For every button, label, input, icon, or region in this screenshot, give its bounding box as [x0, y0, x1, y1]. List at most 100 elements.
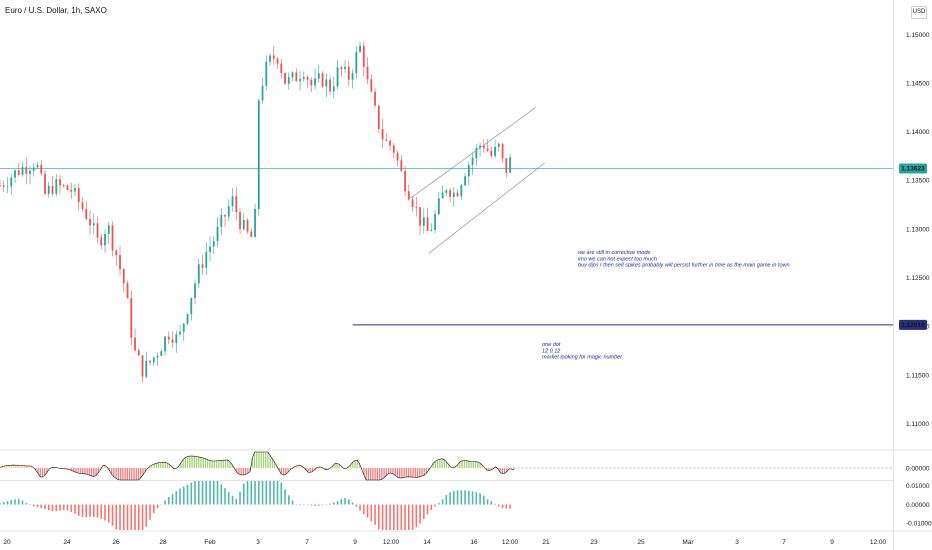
oscillator-bar — [137, 468, 140, 480]
candle-body — [321, 73, 324, 87]
histogram-bar — [186, 484, 189, 505]
oscillator-bar — [215, 460, 218, 468]
oscillator-bar — [363, 468, 365, 475]
oscillator-bar — [95, 468, 97, 476]
oscillator-bar — [399, 468, 401, 478]
histogram-bar — [209, 481, 211, 505]
histogram-bar — [0, 503, 1, 505]
time-tick-label: 23 — [590, 539, 598, 546]
oscillator-bar — [148, 466, 151, 468]
currency-button[interactable]: USD — [911, 6, 927, 19]
histogram-bar — [449, 492, 451, 505]
oscillator-bar — [151, 465, 153, 468]
oscillator-bar — [104, 465, 106, 468]
time-tick-label: 7 — [782, 539, 786, 546]
oscillator-bar — [79, 468, 82, 474]
oscillator-bar — [251, 458, 253, 468]
histogram-bar — [89, 504, 91, 517]
oscillator-bar — [443, 459, 445, 468]
candle-body — [340, 67, 343, 70]
candle-body — [6, 186, 9, 188]
oscillator-bar — [256, 452, 258, 468]
histogram-bar — [280, 482, 283, 505]
candle-body — [332, 86, 335, 92]
oscillator-bar — [296, 465, 298, 468]
candle-body — [445, 190, 448, 193]
histogram-bar — [122, 504, 125, 530]
candle-body — [156, 355, 159, 358]
channel-trendline[interactable] — [410, 107, 537, 199]
channel-trendline[interactable] — [428, 162, 545, 254]
candle-body — [265, 61, 268, 86]
candle-body — [430, 229, 433, 231]
candle-body — [377, 105, 380, 130]
histogram-bar — [239, 491, 241, 505]
oscillator-bar — [198, 456, 200, 468]
candle-body — [85, 209, 88, 219]
time-tick-label: 21 — [542, 539, 550, 546]
histogram-bar — [257, 481, 260, 505]
oscillator-bar — [236, 468, 238, 473]
candle-body — [36, 164, 39, 168]
oscillator-bar — [278, 468, 280, 471]
oscillator-bar — [320, 467, 323, 468]
candle-body — [66, 185, 69, 190]
oscillator-bar — [131, 468, 133, 480]
candle-body — [51, 185, 54, 194]
candle-body — [419, 207, 421, 226]
candle-body — [449, 190, 451, 197]
oscillator-bar — [410, 468, 412, 477]
histogram-bar — [415, 504, 418, 528]
histogram-bar — [419, 504, 421, 524]
candle-body — [310, 79, 313, 86]
histogram-tick-label: 0.01000 — [906, 483, 930, 490]
oscillator-bar — [182, 459, 184, 468]
oscillator-bar — [287, 468, 289, 473]
histogram-bar — [490, 501, 493, 505]
histogram-bar — [145, 504, 148, 527]
oscillator-bar — [144, 468, 146, 472]
candle-body — [190, 298, 193, 315]
candle-body — [441, 192, 444, 199]
histogram-bar — [426, 504, 429, 515]
histogram-bar — [201, 481, 204, 505]
oscillator-bar — [396, 468, 399, 478]
candle-body — [216, 226, 219, 242]
oscillator-bar — [64, 468, 66, 469]
histogram-bar — [182, 486, 185, 505]
oscillator-bar — [338, 464, 341, 468]
oscillator-bar — [68, 468, 70, 470]
candle-body — [411, 199, 414, 208]
candle-body — [47, 185, 50, 194]
oscillator-bar — [503, 468, 506, 474]
histogram-bar — [355, 504, 358, 507]
histogram-bar — [374, 504, 376, 525]
oscillator-bar — [189, 456, 191, 468]
histogram-bar — [126, 504, 129, 530]
candle-body — [254, 208, 256, 237]
oscillator-bar — [213, 460, 216, 468]
price-tick-label: 1.14500 — [906, 80, 930, 87]
candle-body — [299, 78, 301, 82]
histogram-bar — [438, 503, 440, 505]
histogram-bar — [205, 481, 208, 505]
oscillator-bar — [354, 460, 356, 468]
oscillator-bar — [311, 468, 314, 472]
oscillator-bar — [30, 465, 32, 468]
candle-body — [426, 217, 429, 231]
oscillator-bar — [44, 468, 46, 476]
candle-body — [175, 334, 178, 343]
oscillator-bar — [84, 468, 86, 474]
oscillator-bar — [414, 468, 416, 478]
candle-body — [370, 79, 373, 92]
time-tick-label: 9 — [353, 539, 357, 546]
histogram-bar — [464, 490, 466, 505]
chart-title[interactable]: Euro / U.S. Dollar, 1h, SAXO — [5, 6, 107, 15]
oscillator-bar — [229, 461, 231, 468]
oscillator-bar — [21, 465, 24, 468]
candle-body — [167, 336, 170, 340]
histogram-bar — [235, 498, 238, 505]
oscillator-bar — [336, 463, 338, 468]
oscillator-bar — [222, 460, 224, 468]
